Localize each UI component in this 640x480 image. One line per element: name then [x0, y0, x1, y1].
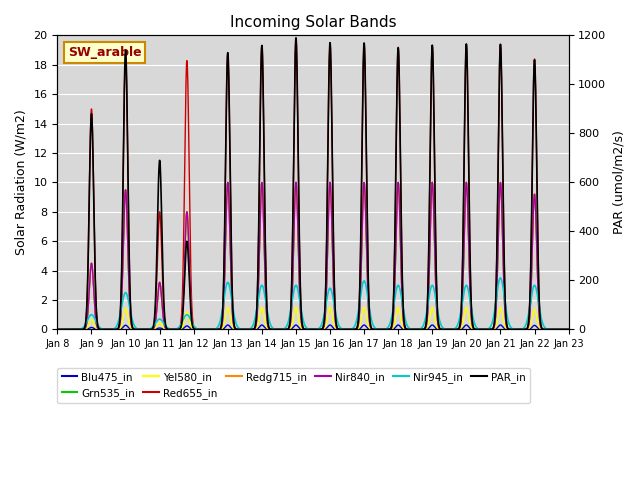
Blu475_in: [289, 325, 296, 331]
Yel580_in: [456, 326, 464, 332]
Grn535_in: [550, 326, 557, 332]
Grn535_in: [289, 286, 296, 291]
Yel580_in: [302, 326, 310, 332]
Blu475_in: [428, 322, 436, 328]
Yel580_in: [428, 304, 436, 310]
Yel580_in: [550, 326, 557, 332]
Blu475_in: [79, 326, 87, 332]
Blu475_in: [550, 326, 558, 332]
Yel580_in: [564, 326, 572, 332]
Red655_in: [292, 36, 300, 41]
Redg715_in: [79, 326, 87, 332]
Red655_in: [564, 326, 572, 332]
Red655_in: [550, 326, 557, 332]
Blu475_in: [456, 326, 464, 332]
Grn535_in: [564, 326, 572, 332]
Nir945_in: [497, 275, 504, 281]
Line: Nir945_in: Nir945_in: [58, 278, 568, 329]
Yel580_in: [79, 326, 87, 332]
Grn535_in: [456, 324, 464, 329]
Legend: Blu475_in, Grn535_in, Yel580_in, Red655_in, Redg715_in, Nir840_in, Nir945_in, PA: Blu475_in, Grn535_in, Yel580_in, Red655_…: [58, 368, 530, 403]
Blu475_in: [302, 326, 310, 332]
PAR_in: [550, 326, 557, 332]
PAR_in: [456, 321, 464, 326]
Blu475_in: [550, 326, 557, 332]
Line: PAR_in: PAR_in: [58, 38, 568, 329]
PAR_in: [79, 326, 87, 332]
Nir840_in: [428, 180, 436, 185]
Red655_in: [456, 321, 464, 326]
Grn535_in: [550, 326, 558, 332]
Nir945_in: [79, 324, 87, 330]
Nir840_in: [550, 326, 558, 332]
Nir945_in: [550, 326, 557, 332]
Grn535_in: [79, 326, 87, 332]
Nir840_in: [456, 324, 464, 329]
PAR_in: [292, 35, 300, 41]
PAR_in: [289, 246, 296, 252]
Red655_in: [289, 246, 296, 252]
Nir840_in: [54, 326, 61, 332]
Blu475_in: [564, 326, 572, 332]
Nir945_in: [564, 326, 572, 332]
Yel580_in: [289, 320, 296, 326]
Nir945_in: [289, 296, 296, 302]
PAR_in: [302, 326, 310, 332]
Nir945_in: [54, 326, 61, 332]
PAR_in: [54, 326, 61, 332]
Nir945_in: [302, 324, 310, 330]
Nir840_in: [564, 326, 572, 332]
Nir840_in: [79, 326, 87, 332]
Line: Yel580_in: Yel580_in: [58, 307, 568, 329]
Nir840_in: [289, 286, 296, 291]
Grn535_in: [54, 326, 61, 332]
Yel580_in: [550, 326, 558, 332]
Line: Nir840_in: Nir840_in: [58, 182, 568, 329]
PAR_in: [564, 326, 572, 332]
Line: Redg715_in: Redg715_in: [58, 182, 568, 329]
Red655_in: [302, 326, 310, 332]
Red655_in: [54, 326, 61, 332]
Y-axis label: Solar Radiation (W/m2): Solar Radiation (W/m2): [15, 109, 28, 255]
Y-axis label: PAR (umol/m2/s): PAR (umol/m2/s): [612, 131, 625, 234]
PAR_in: [550, 326, 558, 332]
Blu475_in: [54, 326, 61, 332]
Redg715_in: [428, 180, 436, 185]
Line: Red655_in: Red655_in: [58, 38, 568, 329]
Title: Incoming Solar Bands: Incoming Solar Bands: [230, 15, 396, 30]
Red655_in: [79, 326, 87, 332]
Line: Grn535_in: Grn535_in: [58, 182, 568, 329]
Redg715_in: [550, 326, 557, 332]
Nir840_in: [302, 326, 310, 332]
Red655_in: [550, 326, 558, 332]
Yel580_in: [54, 326, 61, 332]
Redg715_in: [302, 326, 310, 332]
Grn535_in: [302, 326, 310, 332]
Nir945_in: [456, 314, 464, 320]
Redg715_in: [54, 326, 61, 332]
Redg715_in: [456, 324, 464, 329]
Redg715_in: [289, 286, 296, 291]
Redg715_in: [564, 326, 572, 332]
Nir945_in: [550, 326, 558, 332]
Line: Blu475_in: Blu475_in: [58, 325, 568, 329]
Redg715_in: [550, 326, 558, 332]
Nir840_in: [550, 326, 557, 332]
Grn535_in: [428, 180, 436, 185]
Text: SW_arable: SW_arable: [68, 46, 141, 59]
